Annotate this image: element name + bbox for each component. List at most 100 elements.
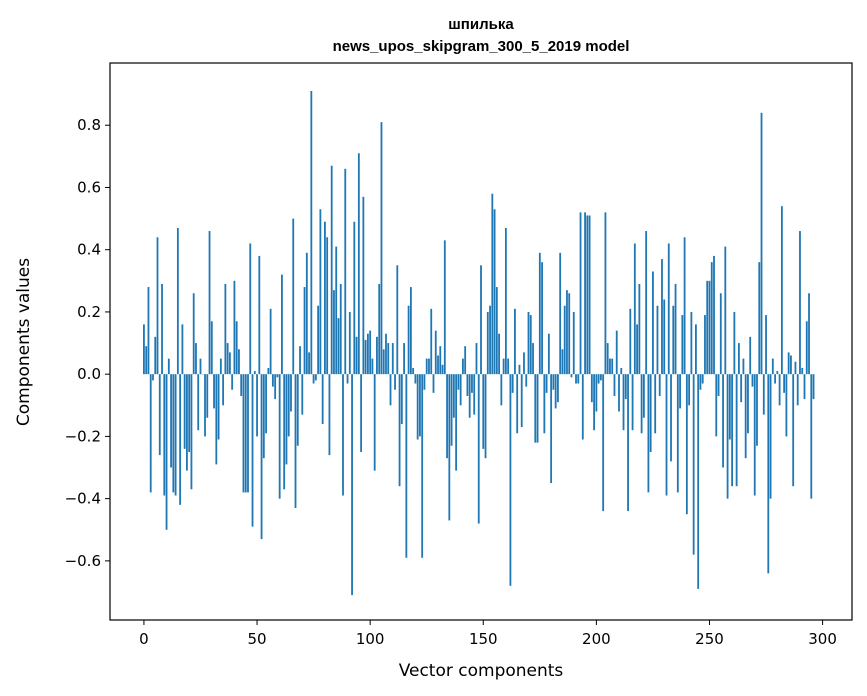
bar — [486, 311, 489, 375]
bar — [163, 374, 166, 496]
y-tick-label: −0.2 — [65, 427, 101, 445]
bar — [724, 246, 727, 375]
bar — [421, 374, 424, 558]
bar — [382, 349, 385, 375]
bar — [645, 231, 648, 375]
bar — [713, 255, 715, 375]
bar — [631, 374, 634, 431]
bar — [326, 237, 329, 375]
bar — [812, 374, 815, 400]
bar — [351, 374, 353, 596]
bar — [389, 374, 392, 406]
bar — [796, 374, 799, 406]
bar — [475, 343, 478, 375]
bar — [728, 374, 731, 440]
bar — [507, 358, 510, 375]
bar — [448, 374, 451, 521]
bar — [618, 374, 620, 412]
bar — [808, 293, 810, 375]
bar — [652, 271, 654, 375]
bar — [566, 290, 568, 375]
y-tick-label: −0.4 — [65, 490, 101, 508]
bar — [432, 374, 435, 393]
x-tick-label: 100 — [356, 630, 385, 648]
bar — [495, 287, 498, 375]
bar — [663, 299, 666, 375]
bar — [642, 374, 645, 418]
bar — [391, 343, 394, 375]
bar — [265, 374, 267, 434]
bar — [161, 283, 163, 375]
bar — [706, 280, 709, 375]
bar — [296, 374, 299, 446]
bar — [434, 330, 437, 375]
bar — [471, 374, 473, 393]
bar — [409, 287, 412, 375]
bar — [235, 321, 238, 375]
x-tick-label: 250 — [695, 630, 724, 648]
bar — [149, 374, 152, 493]
bar — [364, 339, 367, 375]
bar — [627, 374, 629, 512]
bar — [658, 374, 661, 396]
bar — [572, 311, 575, 375]
bar — [271, 374, 274, 387]
bar — [733, 311, 736, 375]
bar — [190, 374, 193, 490]
bar — [771, 358, 774, 375]
bar — [342, 374, 344, 496]
bar — [213, 374, 215, 409]
bar — [337, 318, 340, 375]
bar — [317, 305, 320, 375]
chart-title-line2: news_upos_skipgram_300_5_2019 model — [333, 38, 630, 55]
bar — [552, 374, 555, 390]
bar — [715, 374, 718, 437]
bar — [674, 283, 677, 375]
bar — [593, 374, 596, 431]
bar — [579, 212, 582, 375]
bar — [462, 358, 464, 375]
bar — [500, 374, 503, 406]
bar — [799, 231, 801, 375]
bar — [181, 324, 184, 375]
y-tick-label: 0.2 — [77, 303, 101, 321]
bar — [466, 374, 469, 396]
bar — [145, 346, 148, 375]
bar — [312, 374, 315, 384]
y-tick-label: 0.6 — [77, 178, 101, 196]
bar — [527, 311, 530, 375]
bar — [581, 374, 584, 440]
bar — [740, 374, 743, 403]
bar — [767, 374, 770, 574]
bar — [683, 237, 686, 375]
bar — [747, 374, 749, 434]
bar — [385, 333, 387, 375]
bar — [283, 374, 286, 490]
bar — [335, 246, 338, 375]
bar — [276, 374, 279, 378]
bar — [405, 374, 408, 558]
bar — [260, 374, 263, 540]
bar — [534, 374, 537, 443]
bar — [661, 259, 663, 375]
bar — [731, 374, 734, 487]
bar — [186, 374, 188, 471]
bar — [790, 355, 792, 375]
bar — [204, 374, 206, 437]
bar — [333, 290, 335, 375]
y-tick-label: 0.8 — [77, 116, 101, 134]
bar — [722, 374, 724, 468]
bar — [324, 221, 326, 375]
bar — [319, 209, 322, 375]
bar — [595, 374, 598, 412]
bar — [559, 252, 562, 375]
bar — [792, 374, 795, 487]
bar — [305, 252, 308, 375]
bar — [396, 265, 399, 375]
bar — [414, 374, 417, 384]
bar — [489, 305, 491, 375]
bar — [756, 374, 758, 446]
bar — [563, 305, 566, 375]
bar — [597, 374, 600, 384]
